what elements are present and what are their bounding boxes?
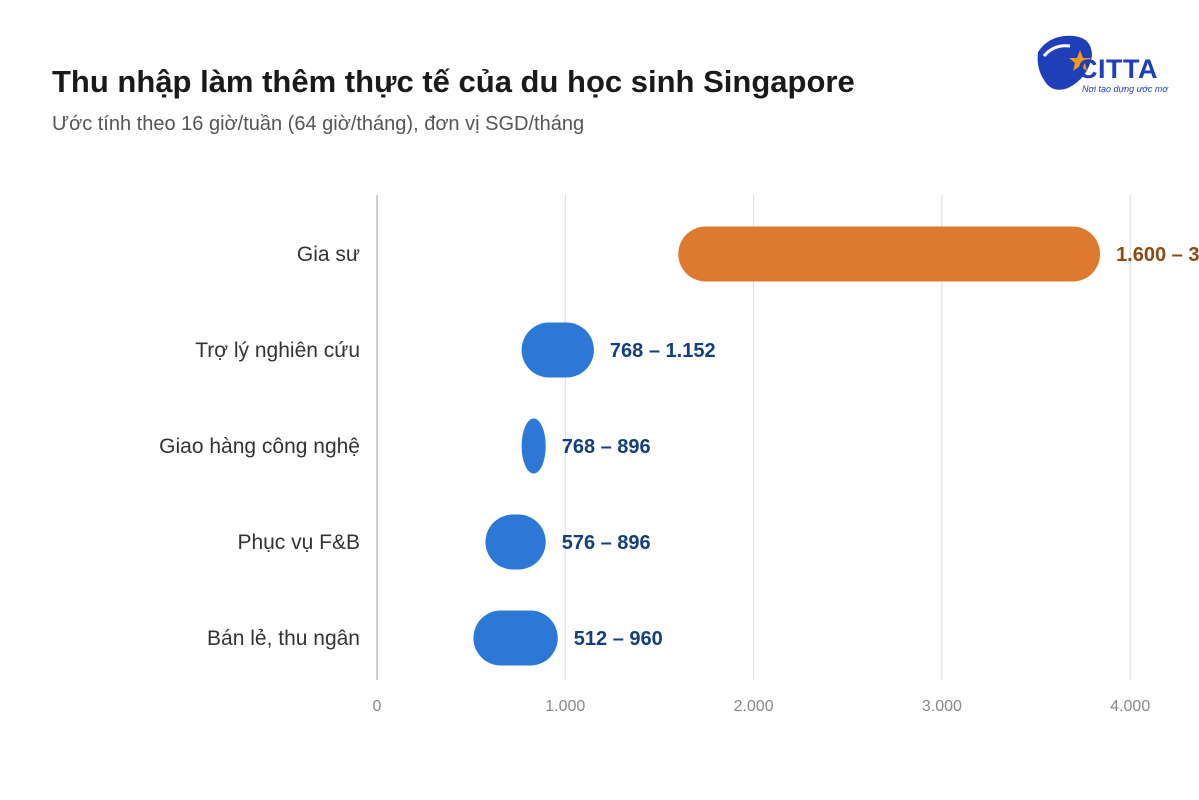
range-bar [473,610,558,666]
data-label: 512 – 960 [574,628,663,650]
category-label: Gia sư [297,243,360,266]
category-label: Bán lẻ, thu ngân [207,627,360,650]
range-bar [521,322,594,378]
category-label: Trợ lý nghiên cứu [195,339,360,362]
data-label: 1.600 – 3.840 [1116,244,1199,266]
x-tick-label: 0 [373,698,382,715]
chart-subtitle: Ước tính theo 16 giờ/tuần (64 giờ/tháng)… [52,113,585,135]
range-bar [678,226,1101,282]
logo-text: CITTA [1078,54,1158,84]
citta-logo: CITTA Nơi tạo dựng ước mơ [1030,30,1170,100]
category-label: Phục vụ F&B [237,531,360,554]
range-bar [521,418,546,474]
x-tick-label: 1.000 [545,698,585,715]
chart-title: Thu nhập làm thêm thực tế của du học sin… [52,64,855,99]
data-label: 768 – 896 [562,436,651,458]
x-tick-label: 2.000 [734,698,774,715]
x-tick-label: 4.000 [1110,698,1150,715]
range-bar [485,514,546,570]
data-label: 768 – 1.152 [610,340,716,362]
logo-tagline: Nơi tạo dựng ước mơ [1082,84,1168,94]
data-label: 576 – 896 [562,532,651,554]
x-tick-label: 3.000 [922,698,962,715]
category-label: Giao hàng công nghệ [159,435,360,458]
logo-mark-icon [1037,35,1092,90]
